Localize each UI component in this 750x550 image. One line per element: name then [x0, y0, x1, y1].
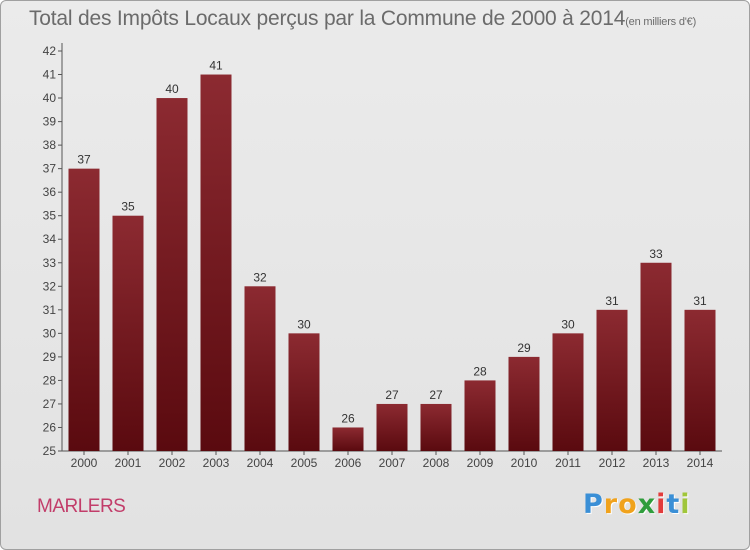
bar — [332, 427, 364, 451]
y-tick-label: 33 — [43, 256, 57, 270]
y-tick-label: 39 — [43, 115, 57, 129]
logo-letter: o — [618, 489, 638, 520]
y-tick-label: 27 — [43, 397, 57, 411]
y-tick-label: 41 — [43, 68, 57, 82]
y-tick-label: 26 — [43, 420, 57, 434]
x-tick-label: 2010 — [511, 456, 538, 470]
x-tick-label: 2007 — [379, 456, 406, 470]
bar — [68, 168, 100, 451]
y-tick-label: 35 — [43, 209, 57, 223]
data-label: 33 — [649, 247, 663, 261]
x-tick-label: 2013 — [643, 456, 670, 470]
logo-letter: r — [603, 489, 619, 520]
y-tick-label: 29 — [43, 350, 57, 364]
data-label: 28 — [473, 364, 487, 378]
x-tick-label: 2012 — [599, 456, 626, 470]
commune-name: MARLERS — [37, 496, 126, 517]
bar — [684, 309, 716, 451]
data-label: 37 — [77, 153, 91, 167]
y-tick-label: 40 — [43, 91, 57, 105]
chart-title-unit: (en milliers d'€) — [625, 16, 697, 28]
bar — [552, 333, 584, 451]
logo-letter: P — [583, 489, 604, 520]
bar — [156, 98, 188, 451]
x-tick-label: 2008 — [423, 456, 450, 470]
y-tick-label: 38 — [43, 138, 57, 152]
y-tick-label: 32 — [43, 279, 57, 293]
x-tick-label: 2009 — [467, 456, 494, 470]
bar — [244, 286, 276, 451]
bar — [640, 262, 672, 451]
data-label: 30 — [561, 317, 575, 331]
y-tick-label: 42 — [43, 44, 57, 58]
x-tick-label: 2005 — [291, 456, 318, 470]
logo-letter: x — [637, 489, 657, 520]
x-tick-label: 2011 — [555, 456, 581, 470]
data-label: 27 — [429, 388, 443, 402]
bar — [200, 74, 232, 451]
data-label: 29 — [517, 341, 531, 355]
logo-letter: i — [680, 489, 691, 520]
data-label: 31 — [693, 294, 707, 308]
x-tick-label: 2001 — [115, 456, 142, 470]
y-tick-label: 25 — [43, 444, 57, 458]
data-label: 40 — [165, 82, 179, 96]
y-tick-label: 34 — [43, 232, 57, 246]
data-label: 32 — [253, 270, 267, 284]
data-label: 27 — [385, 388, 399, 402]
y-tick-label: 37 — [43, 162, 57, 176]
data-label: 26 — [341, 411, 355, 425]
proxiti-logo: Proxiti — [583, 489, 691, 520]
chart-title-text: Total des Impôts Locaux perçus par la Co… — [29, 7, 626, 30]
x-tick-label: 2004 — [247, 456, 274, 470]
chart-title: Total des Impôts Locaux perçus par la Co… — [29, 7, 696, 31]
data-label: 41 — [209, 59, 223, 73]
data-label: 35 — [121, 200, 135, 214]
chart-bars — [68, 74, 716, 451]
x-tick-label: 2002 — [159, 456, 186, 470]
bar — [376, 403, 408, 451]
bar — [508, 356, 540, 451]
bar — [464, 380, 496, 451]
bar — [420, 403, 452, 451]
x-tick-label: 2014 — [687, 456, 714, 470]
y-tick-label: 30 — [43, 326, 57, 340]
logo-letter: i — [656, 489, 667, 520]
y-tick-label: 36 — [43, 185, 57, 199]
bar — [112, 215, 144, 451]
data-label: 31 — [605, 294, 619, 308]
bar — [596, 309, 628, 451]
logo-letter: t — [666, 489, 681, 520]
bar — [288, 333, 320, 451]
data-label: 30 — [297, 317, 311, 331]
x-tick-label: 2003 — [203, 456, 230, 470]
chart-data-labels: 37 35 40 41 32 30 26 27 27 28 29 30 31 33 31 — [77, 59, 707, 426]
x-tick-label: 2000 — [71, 456, 98, 470]
y-tick-label: 28 — [43, 373, 57, 387]
x-tick-label: 2006 — [335, 456, 362, 470]
y-tick-label: 31 — [43, 303, 57, 317]
